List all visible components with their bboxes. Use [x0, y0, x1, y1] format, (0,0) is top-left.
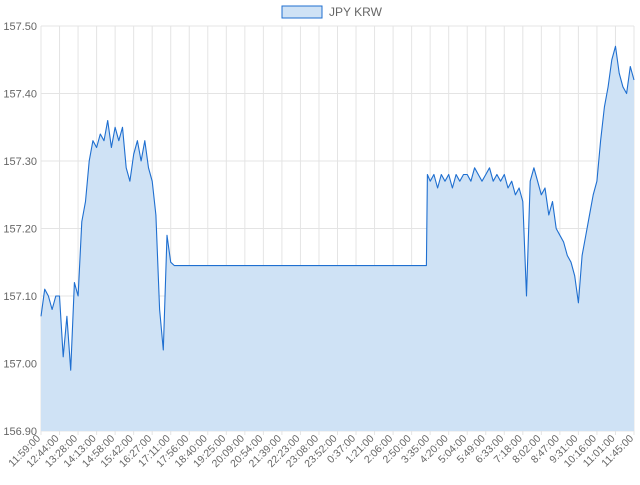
- y-axis-ticks: 157.50 157.40 157.30 157.20 157.10 157.00 156.…: [3, 21, 37, 438]
- y-tick-label: 157.50: [3, 21, 37, 33]
- legend: JPY KRW: [281, 5, 383, 19]
- legend-swatch-jpy-krw: [281, 5, 323, 19]
- series-area-fill: [41, 46, 634, 432]
- y-tick-label: 157.00: [3, 359, 37, 371]
- y-tick-label: 157.20: [3, 224, 37, 236]
- legend-label-jpy-krw: JPY KRW: [329, 5, 383, 19]
- series-layer: [40, 45, 635, 432]
- y-tick-label: 156.90: [3, 426, 37, 438]
- x-axis-ticks: 11:59:0012:44:0013:28:0014:13:0014:58:00…: [6, 433, 636, 471]
- y-tick-label: 157.10: [3, 291, 37, 303]
- series-line: [40, 45, 635, 371]
- y-tick-label: 157.40: [3, 89, 37, 101]
- y-tick-label: 157.30: [3, 156, 37, 168]
